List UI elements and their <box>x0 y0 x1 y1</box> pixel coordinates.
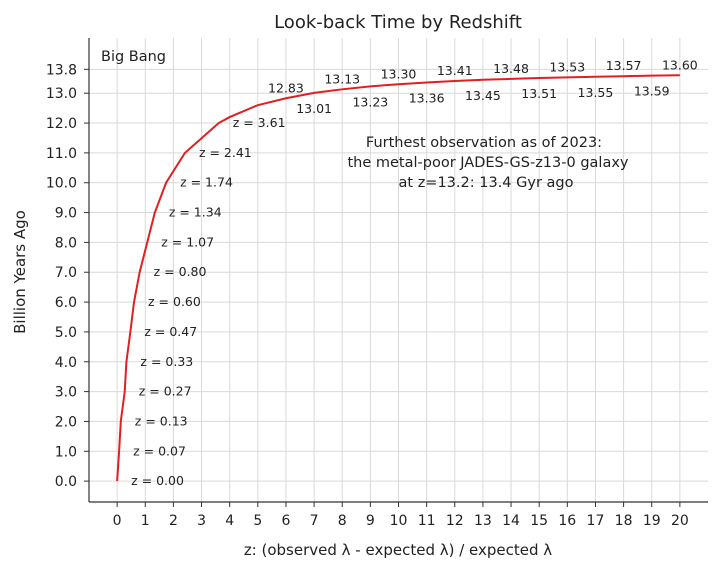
big-bang-label: Big Bang <box>101 49 166 65</box>
x-tick-label: 3 <box>197 513 206 529</box>
z-annotation: z = 0.13 <box>135 413 188 428</box>
x-tick-label: 12 <box>446 513 464 529</box>
z-annotation: z = 0.33 <box>140 354 193 369</box>
time-annotations: 12.83 13.01 13.13 13.23 13.30 13.36 13.41 13.45… <box>268 57 698 116</box>
x-tick-label: 17 <box>587 513 605 529</box>
y-axis-label: Billion Years Ago <box>11 210 29 334</box>
time-annotation: 13.57 <box>606 58 642 73</box>
z-annotation: z = 2.41 <box>199 145 252 160</box>
time-annotation: 13.30 <box>381 66 417 81</box>
y-tick-label: 6.0 <box>55 295 77 311</box>
y-tick-label: 7.0 <box>55 265 77 281</box>
x-tick-label: 16 <box>558 513 576 529</box>
time-annotation: 13.45 <box>465 88 501 103</box>
x-tick-label: 5 <box>253 513 262 529</box>
chart-title: Look-back Time by Redshift <box>274 12 522 33</box>
x-axis-label: z: (observed λ - expected λ) / expected … <box>244 541 552 559</box>
x-tick-label: 2 <box>169 513 178 529</box>
z-annotations: z = 0.00 z = 0.07 z = 0.13 z = 0.27 z = 0.33… <box>131 115 285 488</box>
y-tick-label: 8.0 <box>55 235 77 251</box>
y-tick-label: 2.0 <box>55 414 77 430</box>
time-annotation: 12.83 <box>268 80 304 95</box>
x-tick-label: 10 <box>390 513 408 529</box>
time-annotation: 13.59 <box>634 84 670 99</box>
lookback-time-curve <box>116 74 680 482</box>
note-line-1: Furthest observation as of 2023: <box>366 135 602 151</box>
time-annotation: 13.55 <box>578 85 614 100</box>
y-ticks: 0.0 1.0 2.0 3.0 4.0 5.0 6.0 7.0 8.0 9.0 10.0 11.0 12… <box>46 62 89 490</box>
z-annotation: z = 0.27 <box>139 384 192 399</box>
z-annotation: z = 0.80 <box>154 264 207 279</box>
x-tick-label: 11 <box>418 513 436 529</box>
time-annotation: 13.60 <box>662 57 698 72</box>
time-annotation: 13.41 <box>437 63 473 78</box>
note-line-2: the metal-poor JADES-GS-z13-0 galaxy <box>347 155 628 171</box>
z-annotation: z = 1.74 <box>180 175 233 190</box>
x-tick-label: 7 <box>310 513 319 529</box>
x-tick-label: 8 <box>338 513 347 529</box>
y-tick-label: 13.0 <box>46 86 77 102</box>
x-tick-label: 13 <box>474 513 492 529</box>
time-annotation: 13.48 <box>493 61 529 76</box>
x-tick-label: 0 <box>113 513 122 529</box>
x-tick-label: 20 <box>671 513 689 529</box>
z-annotation: z = 0.07 <box>133 443 186 458</box>
furthest-observation-note: Furthest observation as of 2023: the met… <box>347 135 628 191</box>
time-annotation: 13.53 <box>549 59 585 74</box>
y-tick-label: 5.0 <box>55 325 77 341</box>
z-annotation: z = 1.34 <box>169 205 222 220</box>
time-annotation: 13.23 <box>352 94 388 109</box>
y-tick-label: 3.0 <box>55 385 77 401</box>
y-tick-label: 0.0 <box>55 474 77 490</box>
x-tick-label: 18 <box>615 513 633 529</box>
x-tick-label: 1 <box>141 513 150 529</box>
y-tick-label: 11.0 <box>46 146 77 162</box>
time-annotation: 13.36 <box>409 90 445 105</box>
y-tick-label: 12.0 <box>46 116 77 132</box>
z-annotation: z = 1.07 <box>161 234 214 249</box>
time-annotation: 13.51 <box>521 86 557 101</box>
x-tick-label: 19 <box>643 513 661 529</box>
x-tick-label: 4 <box>225 513 234 529</box>
time-annotation: 13.01 <box>296 101 332 116</box>
x-tick-label: 15 <box>530 513 548 529</box>
x-ticks: 0 1 2 3 4 5 6 7 8 9 10 11 12 13 14 15 16 17 18 19 20 <box>113 502 689 529</box>
y-tick-label: 13.8 <box>46 62 77 78</box>
z-annotation: z = 0.47 <box>144 324 197 339</box>
z-annotation: z = 0.60 <box>148 294 201 309</box>
x-tick-label: 9 <box>366 513 375 529</box>
x-tick-label: 14 <box>502 513 520 529</box>
y-tick-label: 9.0 <box>55 206 77 222</box>
z-annotation: z = 0.00 <box>131 473 184 488</box>
time-annotation: 13.13 <box>324 71 360 86</box>
note-line-3: at z=13.2: 13.4 Gyr ago <box>399 175 574 191</box>
x-tick-label: 6 <box>281 513 290 529</box>
y-tick-label: 1.0 <box>55 444 77 460</box>
y-tick-label: 4.0 <box>55 355 77 371</box>
z-annotation: z = 3.61 <box>233 115 286 130</box>
y-tick-label: 10.0 <box>46 176 77 192</box>
grid <box>89 38 708 502</box>
